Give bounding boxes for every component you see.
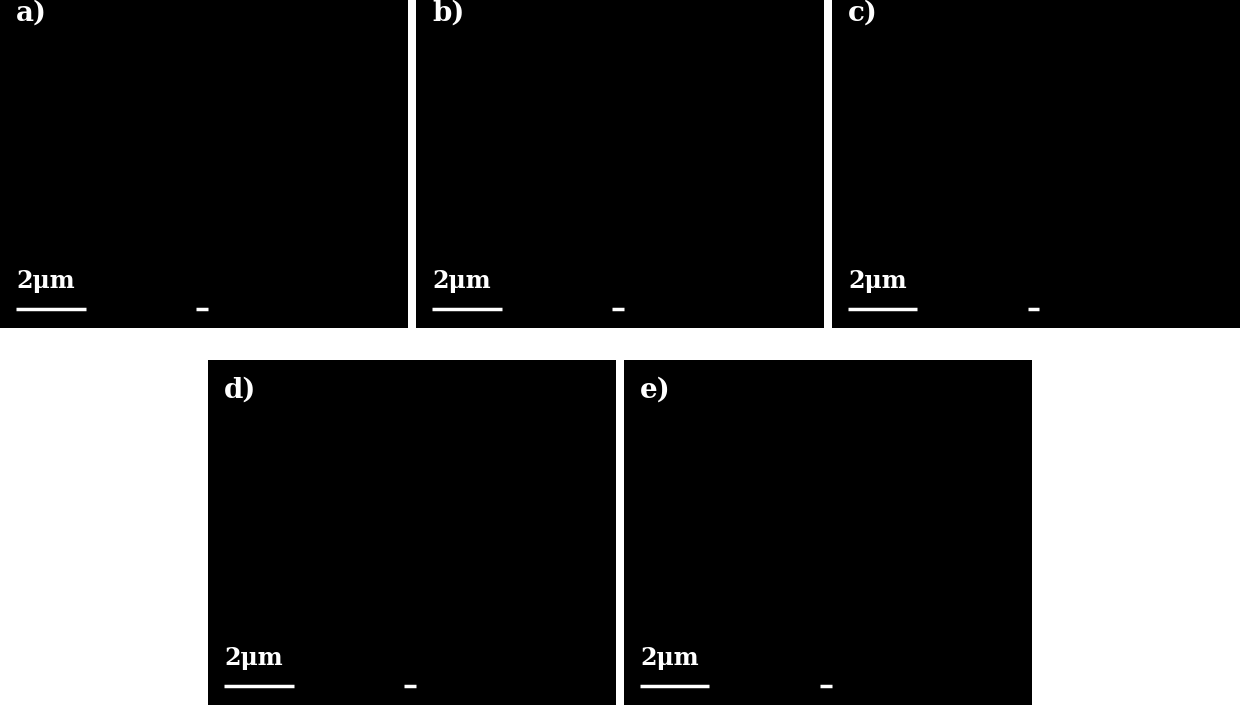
Text: d): d) (224, 376, 257, 404)
Text: b): b) (433, 0, 465, 27)
Text: a): a) (16, 0, 47, 27)
Text: e): e) (640, 376, 671, 404)
Text: 2μm: 2μm (848, 269, 906, 293)
Text: 2μm: 2μm (224, 646, 283, 670)
Text: c): c) (848, 0, 878, 27)
Text: 2μm: 2μm (16, 269, 74, 293)
Text: 2μm: 2μm (640, 646, 698, 670)
Text: 2μm: 2μm (433, 269, 491, 293)
